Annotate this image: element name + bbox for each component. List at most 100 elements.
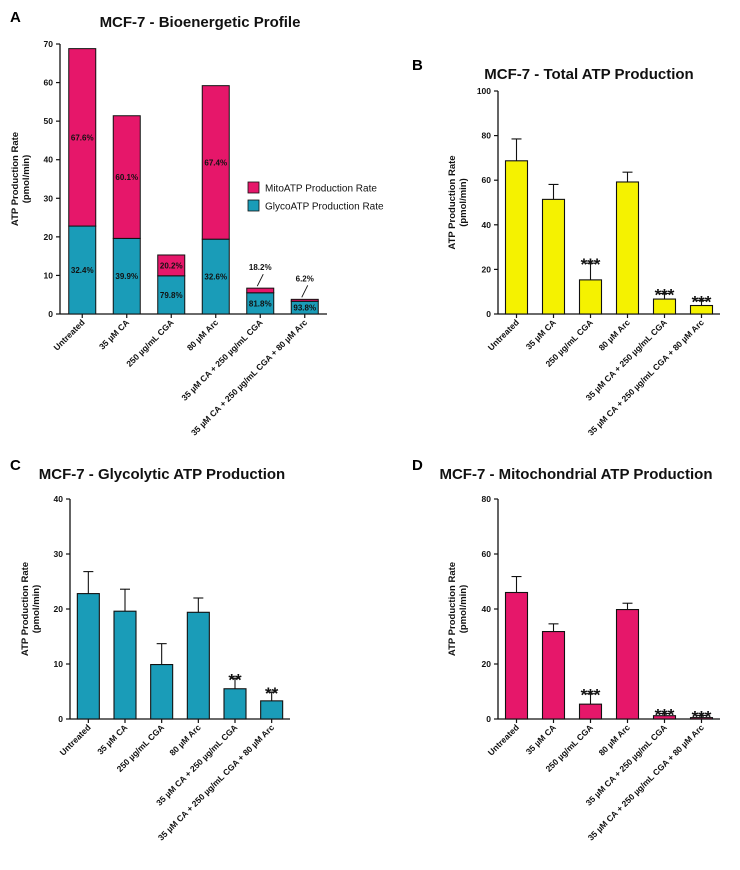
y-tick-label: 40 (482, 220, 492, 230)
bar (76, 593, 100, 720)
bar-glyco-segment (157, 275, 186, 315)
y-axis-label-unit: (pmol/min) (458, 585, 469, 634)
bar (578, 279, 603, 315)
mito-percent-label: 60.1% (115, 173, 138, 182)
x-category-label: Untreated (58, 722, 93, 757)
y-axis-label-unit: (pmol/min) (458, 178, 469, 227)
bar (541, 630, 566, 720)
y-tick-label: 40 (44, 155, 54, 165)
y-tick-label: 0 (486, 714, 491, 724)
x-category-label: 80 µM Arc (167, 722, 203, 758)
y-axis-label: ATP Production Rate (447, 562, 458, 656)
legend-swatch (247, 199, 260, 212)
y-tick-label: 60 (482, 549, 492, 559)
significance-marker: *** (692, 292, 712, 311)
y-tick-label: 10 (54, 659, 64, 669)
bar (113, 610, 137, 720)
glyco-percent-label: 79.8% (160, 291, 183, 300)
y-tick-label: 30 (54, 549, 64, 559)
x-category-label: 35 µM CA (97, 317, 131, 351)
y-tick-label: 30 (44, 193, 54, 203)
x-category-label: 80 µM Arc (185, 317, 221, 353)
y-tick-label: 70 (44, 39, 54, 49)
y-tick-label: 20 (54, 604, 64, 614)
significance-marker: ** (228, 670, 242, 689)
glyco-percent-label: 81.8% (249, 299, 272, 308)
chart-title: MCF-7 - Mitochondrial ATP Production (439, 466, 712, 483)
x-category-label: 35 µM CA + 250 µg/mL CGA (179, 317, 264, 402)
y-tick-label: 10 (44, 270, 54, 280)
bar-mito-segment (290, 298, 319, 302)
x-category-label: 35 µM CA (95, 722, 129, 756)
bar-mito-segment (246, 287, 275, 294)
mito-percent-label: 20.2% (160, 261, 183, 270)
bar (615, 181, 640, 315)
bar-mito-segment (157, 254, 186, 277)
x-category-label: 80 µM Arc (597, 722, 633, 758)
label-leader-line (256, 273, 264, 287)
x-category-label: 80 µM Arc (597, 317, 633, 353)
bar (504, 591, 529, 720)
x-category-label: 35 µM CA (524, 722, 558, 756)
legend-label: MitoATP Production Rate (265, 184, 377, 195)
bar (615, 608, 640, 720)
x-category-label: Untreated (52, 317, 87, 352)
y-tick-label: 0 (58, 714, 63, 724)
significance-marker: *** (655, 285, 675, 304)
y-tick-label: 60 (482, 175, 492, 185)
significance-marker: *** (655, 706, 675, 725)
y-tick-label: 40 (482, 604, 492, 614)
bar-mito-segment (201, 85, 230, 240)
chart-title: MCF-7 - Glycolytic ATP Production (39, 466, 285, 483)
significance-marker: *** (692, 707, 712, 726)
y-tick-label: 20 (482, 264, 492, 274)
mito-percent-label: 6.2% (296, 274, 314, 283)
y-tick-label: 80 (482, 131, 492, 141)
panel-label-b: B (412, 57, 423, 74)
significance-marker: ** (265, 684, 279, 703)
bar (223, 688, 247, 720)
mito-percent-label: 67.4% (204, 158, 227, 167)
y-tick-label: 0 (486, 309, 491, 319)
panel-label-a: A (10, 9, 21, 26)
legend-swatch (247, 181, 260, 194)
x-category-label: 250 µg/mL CGA (124, 317, 176, 369)
y-axis-label: ATP Production Rate (447, 155, 458, 249)
y-tick-label: 20 (44, 232, 54, 242)
bar (578, 703, 603, 720)
y-axis-label-unit: (pmol/min) (31, 585, 42, 634)
panel-label-d: D (412, 457, 423, 474)
bar-glyco-segment (68, 225, 97, 315)
panel-label-c: C (10, 457, 21, 474)
y-axis-label: ATP Production Rate (10, 132, 21, 226)
glyco-percent-label: 39.9% (115, 272, 138, 281)
glyco-percent-label: 32.6% (204, 273, 227, 282)
y-tick-label: 20 (482, 659, 492, 669)
y-tick-label: 80 (482, 494, 492, 504)
bar (541, 198, 566, 315)
bar (260, 700, 284, 720)
glyco-percent-label: 93.8% (293, 304, 316, 313)
y-tick-label: 0 (48, 309, 53, 319)
y-tick-label: 40 (54, 494, 64, 504)
mito-percent-label: 18.2% (249, 263, 272, 272)
y-tick-label: 100 (477, 86, 491, 96)
bar (186, 611, 210, 720)
y-axis-label: ATP Production Rate (20, 562, 31, 656)
y-tick-label: 50 (44, 116, 54, 126)
chart-title: MCF-7 - Bioenergetic Profile (100, 14, 301, 31)
bar (150, 663, 174, 720)
x-category-label: Untreated (486, 722, 521, 757)
chart-title: MCF-7 - Total ATP Production (484, 66, 693, 83)
glyco-percent-label: 32.4% (71, 266, 94, 275)
significance-marker: *** (581, 686, 601, 705)
bar-mito-segment (68, 48, 97, 227)
x-category-label: Untreated (486, 317, 521, 352)
label-leader-line (301, 285, 309, 298)
mito-percent-label: 67.6% (71, 133, 94, 142)
x-category-label: 35 µM CA (524, 317, 558, 351)
y-axis-label-unit: (pmol/min) (21, 155, 32, 204)
bar (504, 160, 529, 315)
